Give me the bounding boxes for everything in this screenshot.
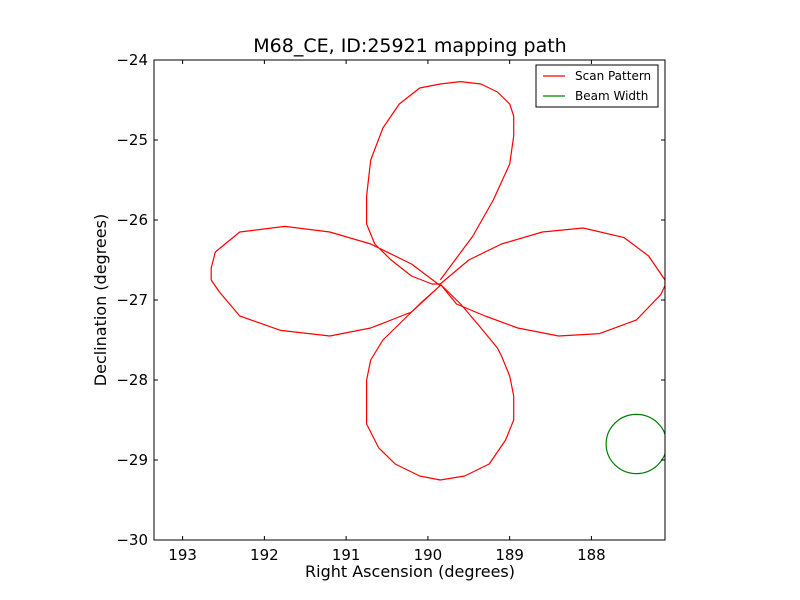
x-tick-label: 188 (577, 546, 606, 564)
legend-label-beam-width: Beam Width (575, 89, 648, 103)
chart-title: M68_CE, ID:25921 mapping path (253, 35, 566, 57)
x-tick-label: 190 (414, 546, 443, 564)
y-tick-label: −24 (116, 51, 148, 69)
y-tick-label: −28 (116, 371, 148, 389)
legend: Scan Pattern Beam Width (535, 64, 659, 108)
x-tick-label: 191 (332, 546, 361, 564)
plot-area (154, 60, 665, 540)
beam-width-circle (605, 413, 665, 475)
axes-frame (153, 59, 666, 541)
x-tick-label: 189 (495, 546, 524, 564)
x-tick-label: 192 (250, 546, 279, 564)
y-tick-label: −30 (116, 531, 148, 549)
y-tick-label: −26 (116, 211, 148, 229)
scan-pattern-line (210, 80, 665, 481)
y-tick-label: −29 (116, 451, 148, 469)
y-axis-label: Declination (degrees) (91, 214, 110, 386)
legend-box (535, 64, 659, 108)
x-axis-label: Right Ascension (degrees) (305, 562, 515, 581)
legend-label-scan-pattern: Scan Pattern (575, 69, 651, 83)
x-tick-label: 193 (168, 546, 197, 564)
y-tick-label: −25 (116, 131, 148, 149)
y-tick-label: −27 (116, 291, 148, 309)
